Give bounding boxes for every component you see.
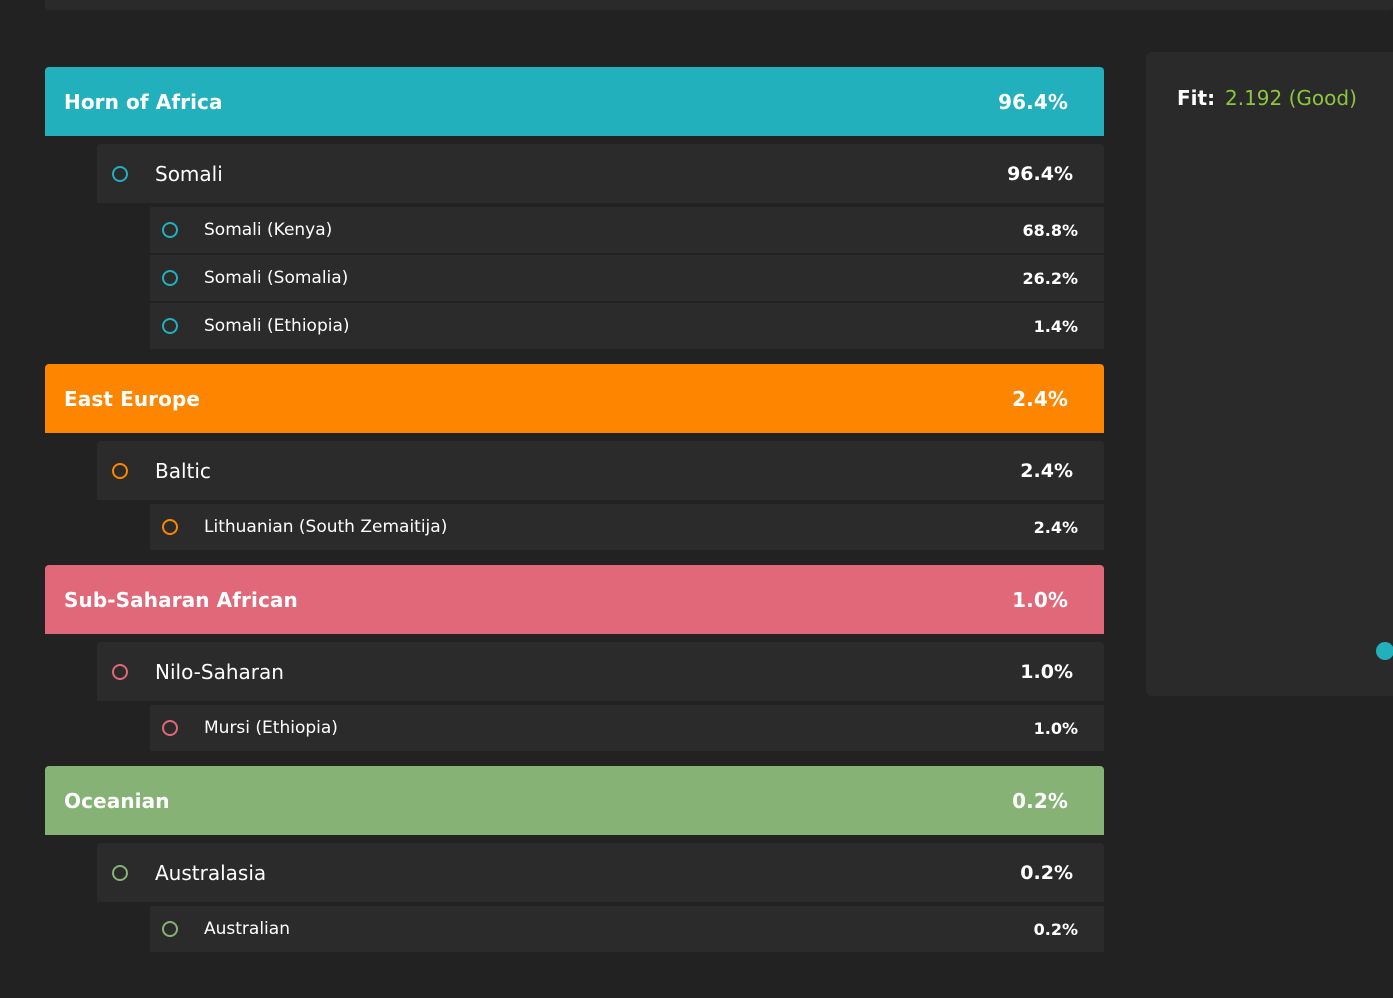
subpopulation-name: Somali (Ethiopia) <box>204 316 350 336</box>
circle-icon <box>162 318 178 334</box>
region-header-oceanian[interactable]: Oceanian 0.2% <box>45 766 1104 835</box>
circle-icon <box>162 519 178 535</box>
region-header-horn-of-africa[interactable]: Horn of Africa 96.4% <box>45 67 1104 136</box>
subpopulation-name: Australian <box>204 919 290 939</box>
population-row-somali[interactable]: Somali 96.4% <box>97 144 1104 203</box>
population-row-baltic[interactable]: Baltic 2.4% <box>97 441 1104 500</box>
circle-icon <box>162 921 178 937</box>
subpopulation-percent: 0.2% <box>1033 919 1078 939</box>
population-percent: 1.0% <box>1020 660 1073 683</box>
region-percent: 2.4% <box>1012 386 1068 411</box>
top-bar <box>45 0 1393 10</box>
region-name: Oceanian <box>64 788 170 813</box>
region-name: East Europe <box>64 386 201 411</box>
subpopulation-row[interactable]: Somali (Somalia) 26.2% <box>150 255 1104 301</box>
population-name: Nilo-Saharan <box>155 659 284 684</box>
population-row-australasia[interactable]: Australasia 0.2% <box>97 843 1104 902</box>
subpopulation-row[interactable]: Australian 0.2% <box>150 906 1104 952</box>
subpopulation-percent: 68.8% <box>1022 220 1078 240</box>
population-name: Baltic <box>155 458 211 483</box>
circle-icon <box>112 462 128 479</box>
region-header-sub-saharan-african[interactable]: Sub-Saharan African 1.0% <box>45 565 1104 634</box>
region-percent: 96.4% <box>998 89 1068 114</box>
subpopulation-percent: 1.0% <box>1033 718 1078 738</box>
subpopulation-row[interactable]: Somali (Ethiopia) 1.4% <box>150 303 1104 349</box>
subpopulation-name: Lithuanian (South Zemaitija) <box>204 517 448 537</box>
population-row-nilo-saharan[interactable]: Nilo-Saharan 1.0% <box>97 642 1104 701</box>
population-percent: 2.4% <box>1020 459 1073 482</box>
subpopulation-row[interactable]: Lithuanian (South Zemaitija) 2.4% <box>150 504 1104 550</box>
slider-handle[interactable] <box>1376 642 1393 660</box>
region-name: Sub-Saharan African <box>64 587 298 612</box>
subpopulation-name: Somali (Kenya) <box>204 220 333 240</box>
subpopulation-row[interactable]: Somali (Kenya) 68.8% <box>150 207 1104 253</box>
fit-value: 2.192 (Good) <box>1225 86 1357 110</box>
fit-panel: Fit: 2.192 (Good) <box>1146 52 1393 696</box>
subpopulation-percent: 2.4% <box>1033 517 1078 537</box>
subpopulation-percent: 26.2% <box>1022 268 1078 288</box>
subpopulation-row[interactable]: Mursi (Ethiopia) 1.0% <box>150 705 1104 751</box>
circle-icon <box>112 165 128 182</box>
population-name: Australasia <box>155 860 267 885</box>
subpopulation-name: Somali (Somalia) <box>204 268 349 288</box>
circle-icon <box>162 720 178 736</box>
ancestry-results: Horn of Africa 96.4% Somali 96.4% Somali… <box>45 67 1104 952</box>
fit-label: Fit: <box>1177 86 1216 110</box>
subpopulation-name: Mursi (Ethiopia) <box>204 718 338 738</box>
region-header-east-europe[interactable]: East Europe 2.4% <box>45 364 1104 433</box>
circle-icon <box>112 663 128 680</box>
circle-icon <box>112 864 128 881</box>
circle-icon <box>162 222 178 238</box>
region-percent: 0.2% <box>1012 788 1068 813</box>
population-name: Somali <box>155 161 223 186</box>
circle-icon <box>162 270 178 286</box>
population-percent: 0.2% <box>1020 861 1073 884</box>
subpopulation-percent: 1.4% <box>1033 316 1078 336</box>
region-name: Horn of Africa <box>64 89 223 114</box>
region-percent: 1.0% <box>1012 587 1068 612</box>
population-percent: 96.4% <box>1007 162 1073 185</box>
